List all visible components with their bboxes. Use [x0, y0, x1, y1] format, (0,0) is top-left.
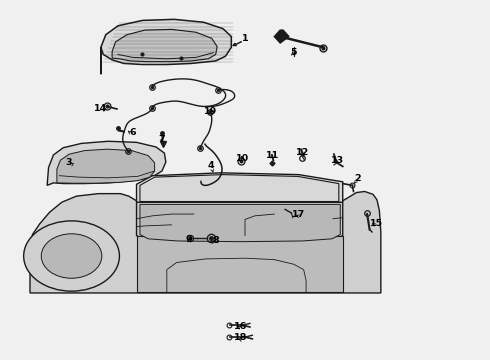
Text: 7: 7 — [159, 135, 165, 144]
Polygon shape — [274, 30, 289, 43]
Text: 17: 17 — [292, 210, 305, 219]
Text: 8: 8 — [212, 237, 219, 246]
Circle shape — [41, 234, 102, 278]
Text: 2: 2 — [354, 174, 361, 183]
Text: 6: 6 — [129, 128, 136, 137]
Text: 16: 16 — [234, 322, 247, 331]
Text: 13: 13 — [331, 156, 344, 165]
Text: 4: 4 — [207, 161, 214, 170]
Text: 10: 10 — [236, 154, 249, 163]
Text: 12: 12 — [296, 148, 309, 157]
Polygon shape — [47, 141, 166, 185]
Text: 15: 15 — [370, 219, 384, 228]
Polygon shape — [101, 19, 231, 74]
Circle shape — [24, 221, 120, 291]
Polygon shape — [137, 173, 343, 202]
Text: 14: 14 — [94, 104, 107, 113]
Text: 18: 18 — [233, 333, 247, 342]
Text: 5: 5 — [291, 48, 297, 57]
Text: 19: 19 — [204, 107, 218, 116]
Polygon shape — [140, 204, 340, 242]
Polygon shape — [112, 30, 217, 62]
Text: 3: 3 — [66, 158, 73, 167]
Text: 9: 9 — [186, 235, 192, 244]
Polygon shape — [30, 192, 381, 293]
Polygon shape — [137, 202, 343, 244]
Text: 1: 1 — [242, 34, 248, 43]
Polygon shape — [57, 149, 155, 183]
Text: 11: 11 — [266, 151, 279, 160]
Polygon shape — [137, 235, 343, 292]
